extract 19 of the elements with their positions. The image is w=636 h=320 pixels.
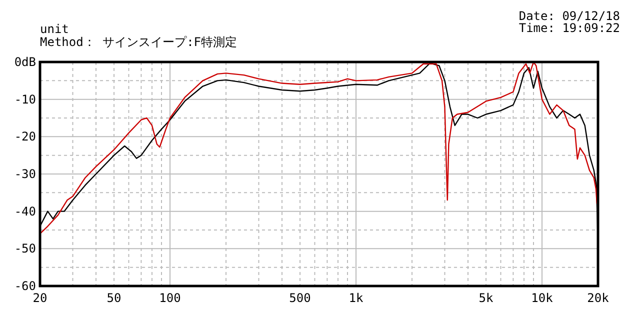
- y-tick-label: -20: [14, 130, 36, 144]
- x-tick-label: 100: [159, 291, 181, 305]
- text: Time: 19:09:22: [518, 21, 620, 35]
- y-tick-label: -40: [14, 204, 36, 218]
- y-tick-label: -60: [14, 279, 36, 293]
- y-tick-label: 0dB: [14, 55, 36, 69]
- y-tick-label: -50: [14, 242, 36, 256]
- x-tick-label: 500: [289, 291, 311, 305]
- x-tick-label: 5k: [478, 291, 494, 305]
- chart-subtitle: unit: [40, 22, 69, 36]
- x-tick-label: 10k: [531, 291, 554, 305]
- x-tick-label: 20k: [587, 291, 610, 305]
- x-tick-label: 20: [32, 291, 48, 305]
- text: Method： サインスイープ:F特測定: [40, 35, 238, 49]
- y-tick-label: -10: [14, 92, 36, 106]
- x-tick-label: 1k: [348, 291, 364, 305]
- y-tick-label: -30: [14, 167, 36, 181]
- text: Date: 09/12/18: [518, 9, 620, 23]
- x-tick-label: 50: [106, 291, 122, 305]
